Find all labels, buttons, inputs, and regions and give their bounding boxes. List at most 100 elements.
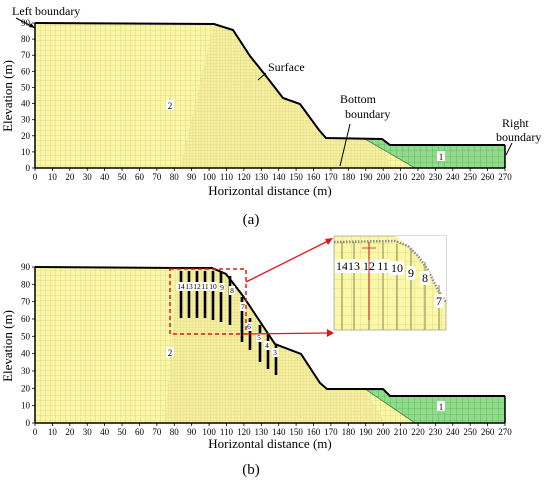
x-tick-label: 60 bbox=[135, 172, 145, 182]
y-tick-label: 80 bbox=[21, 279, 31, 289]
y-tick-label: 60 bbox=[21, 66, 31, 76]
x-tick-label: 250 bbox=[463, 172, 477, 182]
x-tick-label: 100 bbox=[202, 427, 216, 437]
x-tick-label: 130 bbox=[255, 172, 269, 182]
left-boundary-label: Left boundary bbox=[12, 4, 80, 18]
inset-surface bbox=[333, 239, 448, 303]
zoom-region-box bbox=[169, 268, 247, 335]
pile-label: 4 bbox=[265, 341, 269, 350]
pile-label: 8 bbox=[230, 286, 234, 295]
inset-pile-label: 10 bbox=[391, 261, 403, 275]
x-tick-label: 40 bbox=[100, 172, 110, 182]
inset-pile-label-box bbox=[406, 266, 416, 280]
x-tick-label: 20 bbox=[65, 427, 75, 437]
soil-label-box bbox=[166, 347, 174, 357]
x-tick-label: 0 bbox=[33, 172, 38, 182]
pile-label-box bbox=[256, 333, 262, 342]
pile-label: 7 bbox=[241, 302, 245, 311]
inset-air bbox=[395, 236, 446, 302]
zoom-inset: 14 13 12 11 10 9 87 bbox=[333, 235, 448, 331]
x-tick-label: 80 bbox=[170, 172, 180, 182]
bedrock-label-box bbox=[437, 401, 445, 411]
bottom-boundary-label-line1: Bottom bbox=[340, 92, 377, 106]
inset-pile-label-box bbox=[390, 261, 404, 275]
x-tick-label: 110 bbox=[220, 172, 234, 182]
pile-label-box bbox=[246, 322, 252, 331]
pile-label-box bbox=[272, 348, 278, 357]
y-axis-label: Elevation (m) bbox=[0, 310, 15, 382]
surface-label: Surface bbox=[268, 60, 305, 74]
x-tick-label: 120 bbox=[237, 427, 251, 437]
x-tick-label: 260 bbox=[481, 427, 495, 437]
x-tick-label: 260 bbox=[481, 172, 495, 182]
x-tick-label: 60 bbox=[135, 427, 145, 437]
inset-pile-label-box bbox=[335, 259, 349, 273]
y-tick-label: 40 bbox=[21, 349, 31, 359]
x-tick-label: 170 bbox=[324, 427, 338, 437]
y-tick-label: 50 bbox=[21, 82, 31, 92]
caption-b: (b) bbox=[242, 462, 260, 478]
y-tick-label: 20 bbox=[21, 383, 31, 393]
x-tick-label: 150 bbox=[289, 172, 303, 182]
y-tick-label: 30 bbox=[21, 366, 31, 376]
y-tick-label: 90 bbox=[21, 262, 31, 272]
pile-label: 3 bbox=[273, 348, 277, 357]
x-tick-label: 160 bbox=[307, 427, 321, 437]
bottom-boundary-arrow bbox=[339, 123, 351, 167]
pile-label-box bbox=[176, 282, 186, 291]
bedrock-label-box bbox=[437, 151, 445, 161]
pile-label-box bbox=[264, 341, 270, 350]
x-tick-label: 20 bbox=[65, 172, 75, 182]
x-tick-label: 200 bbox=[376, 172, 390, 182]
x-tick-label: 0 bbox=[33, 427, 38, 437]
y-tick-label: 20 bbox=[21, 131, 31, 141]
x-tick-label: 40 bbox=[100, 427, 110, 437]
inset-pile-label-box bbox=[420, 271, 430, 285]
pile-label-box bbox=[240, 302, 246, 311]
y-tick-label: 50 bbox=[21, 331, 31, 341]
x-tick-label: 10 bbox=[48, 427, 58, 437]
pile-label: 10 bbox=[209, 282, 217, 291]
x-tick-label: 240 bbox=[446, 427, 460, 437]
x-tick-label: 180 bbox=[342, 172, 356, 182]
y-tick-label: 30 bbox=[21, 115, 31, 125]
inset-pile-label: 11 bbox=[377, 259, 389, 273]
pile-label: 11 bbox=[201, 282, 208, 291]
x-tick-label: 210 bbox=[394, 427, 408, 437]
inset-pile-label: 14 bbox=[336, 259, 348, 273]
soil-label: 2 bbox=[168, 348, 173, 358]
soil-region-refined bbox=[180, 24, 390, 168]
x-axis-label: Horizontal distance (m) bbox=[208, 436, 331, 451]
x-tick-label: 220 bbox=[411, 172, 425, 182]
x-tick-label: 230 bbox=[429, 427, 443, 437]
pile-label: 12 bbox=[193, 282, 201, 291]
x-tick-label: 220 bbox=[411, 427, 425, 437]
x-tick-label: 230 bbox=[429, 172, 443, 182]
axes: 0 10 20 30 40 50 60 70 80 90 100 110 120 130 140 150 160… bbox=[21, 18, 512, 182]
x-tick-label: 210 bbox=[394, 172, 408, 182]
y-tick-label: 60 bbox=[21, 314, 31, 324]
zoom-leader-bottom bbox=[245, 332, 331, 335]
x-tick-label: 270 bbox=[498, 172, 512, 182]
x-tick-label: 190 bbox=[359, 172, 373, 182]
inset-pile-label: 13 bbox=[348, 259, 360, 273]
caption-a: (a) bbox=[243, 212, 260, 228]
x-tick-label: 140 bbox=[272, 172, 286, 182]
y-axis-label: Elevation (m) bbox=[0, 60, 15, 132]
x-tick-label: 80 bbox=[170, 427, 180, 437]
right-boundary-label-line2: boundary bbox=[496, 130, 541, 144]
inset-pile-label-box bbox=[347, 259, 361, 273]
x-tick-label: 240 bbox=[446, 172, 460, 182]
inset-pile-label-box bbox=[376, 259, 390, 273]
y-tick-label: 80 bbox=[21, 34, 31, 44]
y-tick-label: 10 bbox=[21, 401, 31, 411]
zoom-leader-bottom-arrowhead bbox=[327, 329, 334, 337]
x-axis-label: Horizontal distance (m) bbox=[208, 183, 331, 198]
pile-label: 6 bbox=[247, 322, 251, 331]
x-tick-label: 10 bbox=[48, 172, 58, 182]
x-tick-label: 50 bbox=[118, 427, 128, 437]
x-tick-label: 90 bbox=[187, 427, 197, 437]
x-tick-label: 180 bbox=[342, 427, 356, 437]
x-tick-label: 30 bbox=[83, 427, 93, 437]
x-tick-label: 70 bbox=[152, 172, 162, 182]
